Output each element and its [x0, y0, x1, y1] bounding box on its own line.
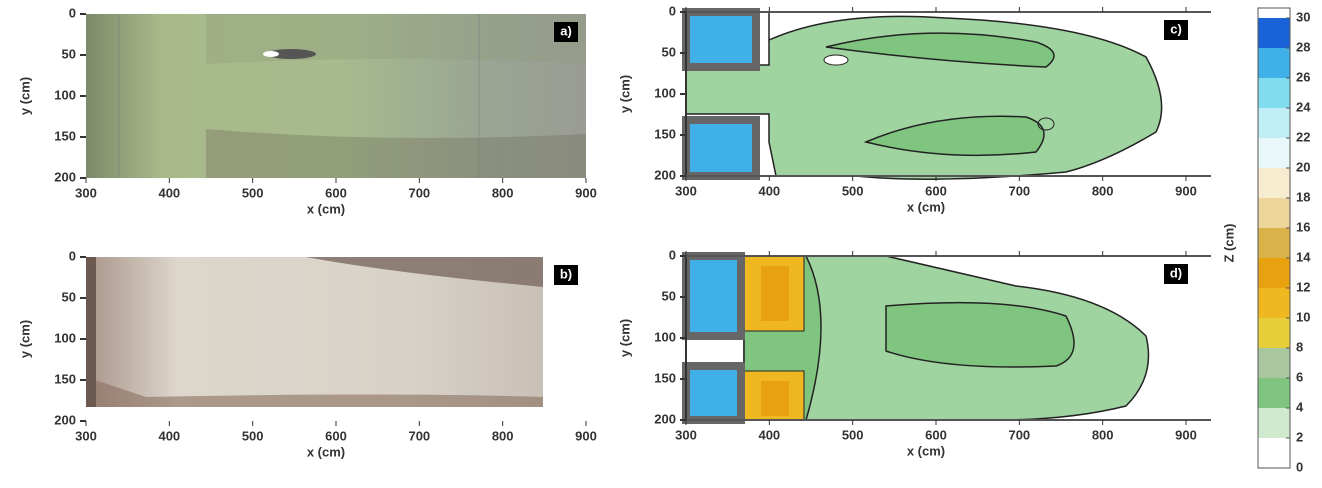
- x-tick-label: 300: [675, 183, 697, 198]
- y-tick-label: 50: [62, 46, 76, 61]
- x-tick-label: 300: [75, 428, 97, 443]
- x-tick-label: 900: [575, 428, 597, 443]
- contour-c: [686, 12, 1162, 179]
- x-tick-label: 700: [1008, 427, 1030, 442]
- y-tick-label: 50: [662, 44, 676, 59]
- colorbar-band: [1258, 288, 1290, 318]
- colorbar-band: [1258, 438, 1290, 468]
- y-tick-label: 100: [54, 87, 76, 102]
- x-tick-label: 700: [1008, 183, 1030, 198]
- y-axis-label: y (cm): [17, 320, 32, 358]
- x-tick-label: 600: [925, 427, 947, 442]
- colorbar-band: [1258, 48, 1290, 78]
- colorbar-tick-label: 24: [1296, 99, 1311, 114]
- colorbar-tick-label: 6: [1296, 369, 1303, 384]
- x-axis-label: x (cm): [907, 443, 945, 458]
- colorbar-label: Z (cm): [1221, 224, 1236, 263]
- colorbar-band: [1258, 318, 1290, 348]
- colorbar-band: [1258, 18, 1290, 48]
- colorbar-tick-label: 14: [1296, 249, 1311, 264]
- colorbar-band: [1258, 378, 1290, 408]
- colorbar-tick-label: 8: [1296, 339, 1303, 354]
- x-axis-label: x (cm): [307, 444, 345, 459]
- colorbar-tick-label: 10: [1296, 309, 1310, 324]
- y-tick-label: 150: [654, 370, 676, 385]
- x-axis-label: x (cm): [307, 201, 345, 216]
- x-tick-label: 700: [408, 428, 430, 443]
- colorbar-band: [1258, 258, 1290, 288]
- x-tick-label: 900: [575, 185, 597, 200]
- y-tick-label: 100: [654, 85, 676, 100]
- x-tick-label: 600: [325, 428, 347, 443]
- y-tick-label: 150: [54, 371, 76, 386]
- x-tick-label: 300: [75, 185, 97, 200]
- x-tick-label: 400: [158, 185, 180, 200]
- panel-label: c): [1170, 21, 1182, 36]
- colorbar-tick-label: 18: [1296, 189, 1310, 204]
- x-tick-label: 600: [925, 183, 947, 198]
- y-tick-label: 0: [669, 3, 676, 18]
- y-tick-label: 100: [54, 330, 76, 345]
- y-tick-label: 200: [654, 411, 676, 426]
- colorbar-tick-label: 30: [1296, 9, 1310, 24]
- colorbar-tick-label: 20: [1296, 159, 1310, 174]
- panel-label: b): [560, 266, 572, 281]
- colorbar-band: [1258, 228, 1290, 258]
- x-tick-label: 700: [408, 185, 430, 200]
- colorbar-band: [1258, 78, 1290, 108]
- y-axis-label: y (cm): [17, 77, 32, 115]
- y-tick-label: 150: [654, 126, 676, 141]
- colorbar-tick-label: 28: [1296, 39, 1310, 54]
- x-tick-label: 900: [1175, 427, 1197, 442]
- x-axis-label: x (cm): [907, 199, 945, 214]
- y-axis-label: y (cm): [617, 319, 632, 357]
- y-tick-label: 150: [54, 128, 76, 143]
- x-tick-label: 600: [325, 185, 347, 200]
- x-tick-label: 800: [1092, 183, 1114, 198]
- y-tick-label: 0: [669, 247, 676, 262]
- y-tick-label: 200: [654, 167, 676, 182]
- x-tick-label: 800: [492, 185, 514, 200]
- photo-a: [86, 14, 586, 178]
- colorbar-tick-label: 26: [1296, 69, 1310, 84]
- colorbar-band: [1258, 108, 1290, 138]
- x-tick-label: 900: [1175, 183, 1197, 198]
- colorbar-band: [1258, 198, 1290, 228]
- y-tick-label: 200: [54, 169, 76, 184]
- y-tick-label: 200: [54, 412, 76, 427]
- x-tick-label: 500: [242, 428, 264, 443]
- y-tick-label: 100: [654, 329, 676, 344]
- x-tick-label: 800: [492, 428, 514, 443]
- colorbar-band: [1258, 168, 1290, 198]
- x-tick-label: 800: [1092, 427, 1114, 442]
- colorbar-tick-label: 16: [1296, 219, 1310, 234]
- colorbar-band: [1258, 138, 1290, 168]
- contour-d: [686, 256, 1149, 420]
- colorbar-band: [1258, 408, 1290, 438]
- figure: 300400500600700800900050100150200x (cm)y…: [0, 0, 1322, 483]
- y-tick-label: 50: [662, 288, 676, 303]
- x-tick-label: 400: [758, 427, 780, 442]
- colorbar-tick-label: 22: [1296, 129, 1310, 144]
- y-tick-label: 50: [62, 289, 76, 304]
- colorbar-tick-label: 0: [1296, 459, 1303, 474]
- x-tick-label: 500: [842, 183, 864, 198]
- colorbar-tick-label: 4: [1296, 399, 1304, 414]
- y-axis-label: y (cm): [617, 75, 632, 113]
- y-tick-label: 0: [69, 5, 76, 20]
- panel-label: a): [560, 23, 572, 38]
- colorbar-tick-label: 2: [1296, 429, 1303, 444]
- x-tick-label: 400: [758, 183, 780, 198]
- x-tick-label: 300: [675, 427, 697, 442]
- colorbar-tick-label: 12: [1296, 279, 1310, 294]
- colorbar-band: [1258, 348, 1290, 378]
- x-tick-label: 400: [158, 428, 180, 443]
- panel-label: d): [1170, 265, 1182, 280]
- photo-b: [86, 257, 543, 407]
- y-tick-label: 0: [69, 248, 76, 263]
- x-tick-label: 500: [842, 427, 864, 442]
- x-tick-label: 500: [242, 185, 264, 200]
